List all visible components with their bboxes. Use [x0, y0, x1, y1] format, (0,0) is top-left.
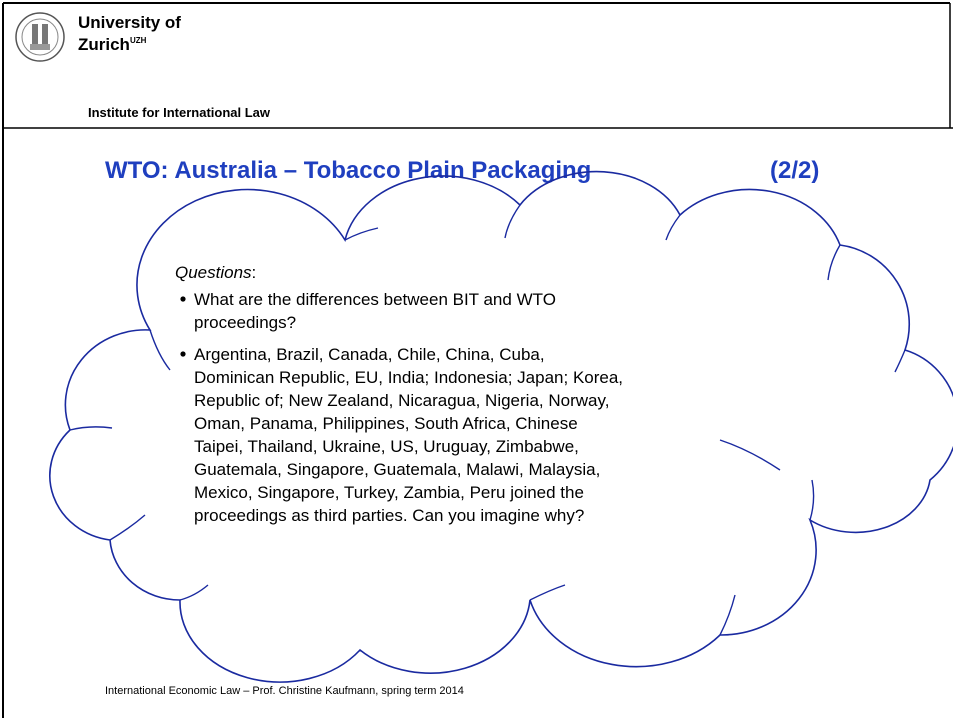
university-name: ZurichUZH [78, 35, 147, 54]
bullet-text: What are the differences between BIT and… [194, 290, 556, 309]
slide-title: WTO: Australia – Tobacco Plain Packaging [105, 157, 591, 184]
logo [16, 13, 64, 61]
bullet-text: proceedings as third parties. Can you im… [194, 506, 584, 525]
bullet-text: Mexico, Singapore, Turkey, Zambia, Peru … [194, 483, 584, 502]
bullet-text: Argentina, Brazil, Canada, Chile, China,… [194, 345, 545, 364]
institute: Institute for International Law [88, 105, 271, 120]
bullet-dot [180, 296, 185, 301]
bullet-text: Guatemala, Singapore, Guatemala, Malawi,… [194, 460, 600, 479]
university-name: University of [78, 13, 181, 32]
bullet-text: proceedings? [194, 313, 296, 332]
bullet-text: Taipei, Thailand, Ukraine, US, Uruguay, … [194, 437, 579, 456]
bullet-dot [180, 351, 185, 356]
slide: University of ZurichUZH Institute for In… [0, 0, 953, 718]
university-superscript: UZH [130, 36, 147, 45]
slide-page: (2/2) [770, 157, 819, 184]
bullet-text: Republic of; New Zealand, Nicaragua, Nig… [194, 391, 609, 410]
questions-label: Questions [175, 263, 252, 282]
questions-colon: : [252, 263, 257, 282]
questions-heading: Questions: [175, 263, 256, 282]
bullet-text: Oman, Panama, Philippines, South Africa,… [194, 414, 578, 433]
university-city: Zurich [78, 35, 130, 54]
footer: International Economic Law – Prof. Chris… [105, 685, 464, 697]
bullet-text: Dominican Republic, EU, India; Indonesia… [194, 368, 623, 387]
bullet-list: What are the differences between BIT and… [180, 290, 623, 525]
